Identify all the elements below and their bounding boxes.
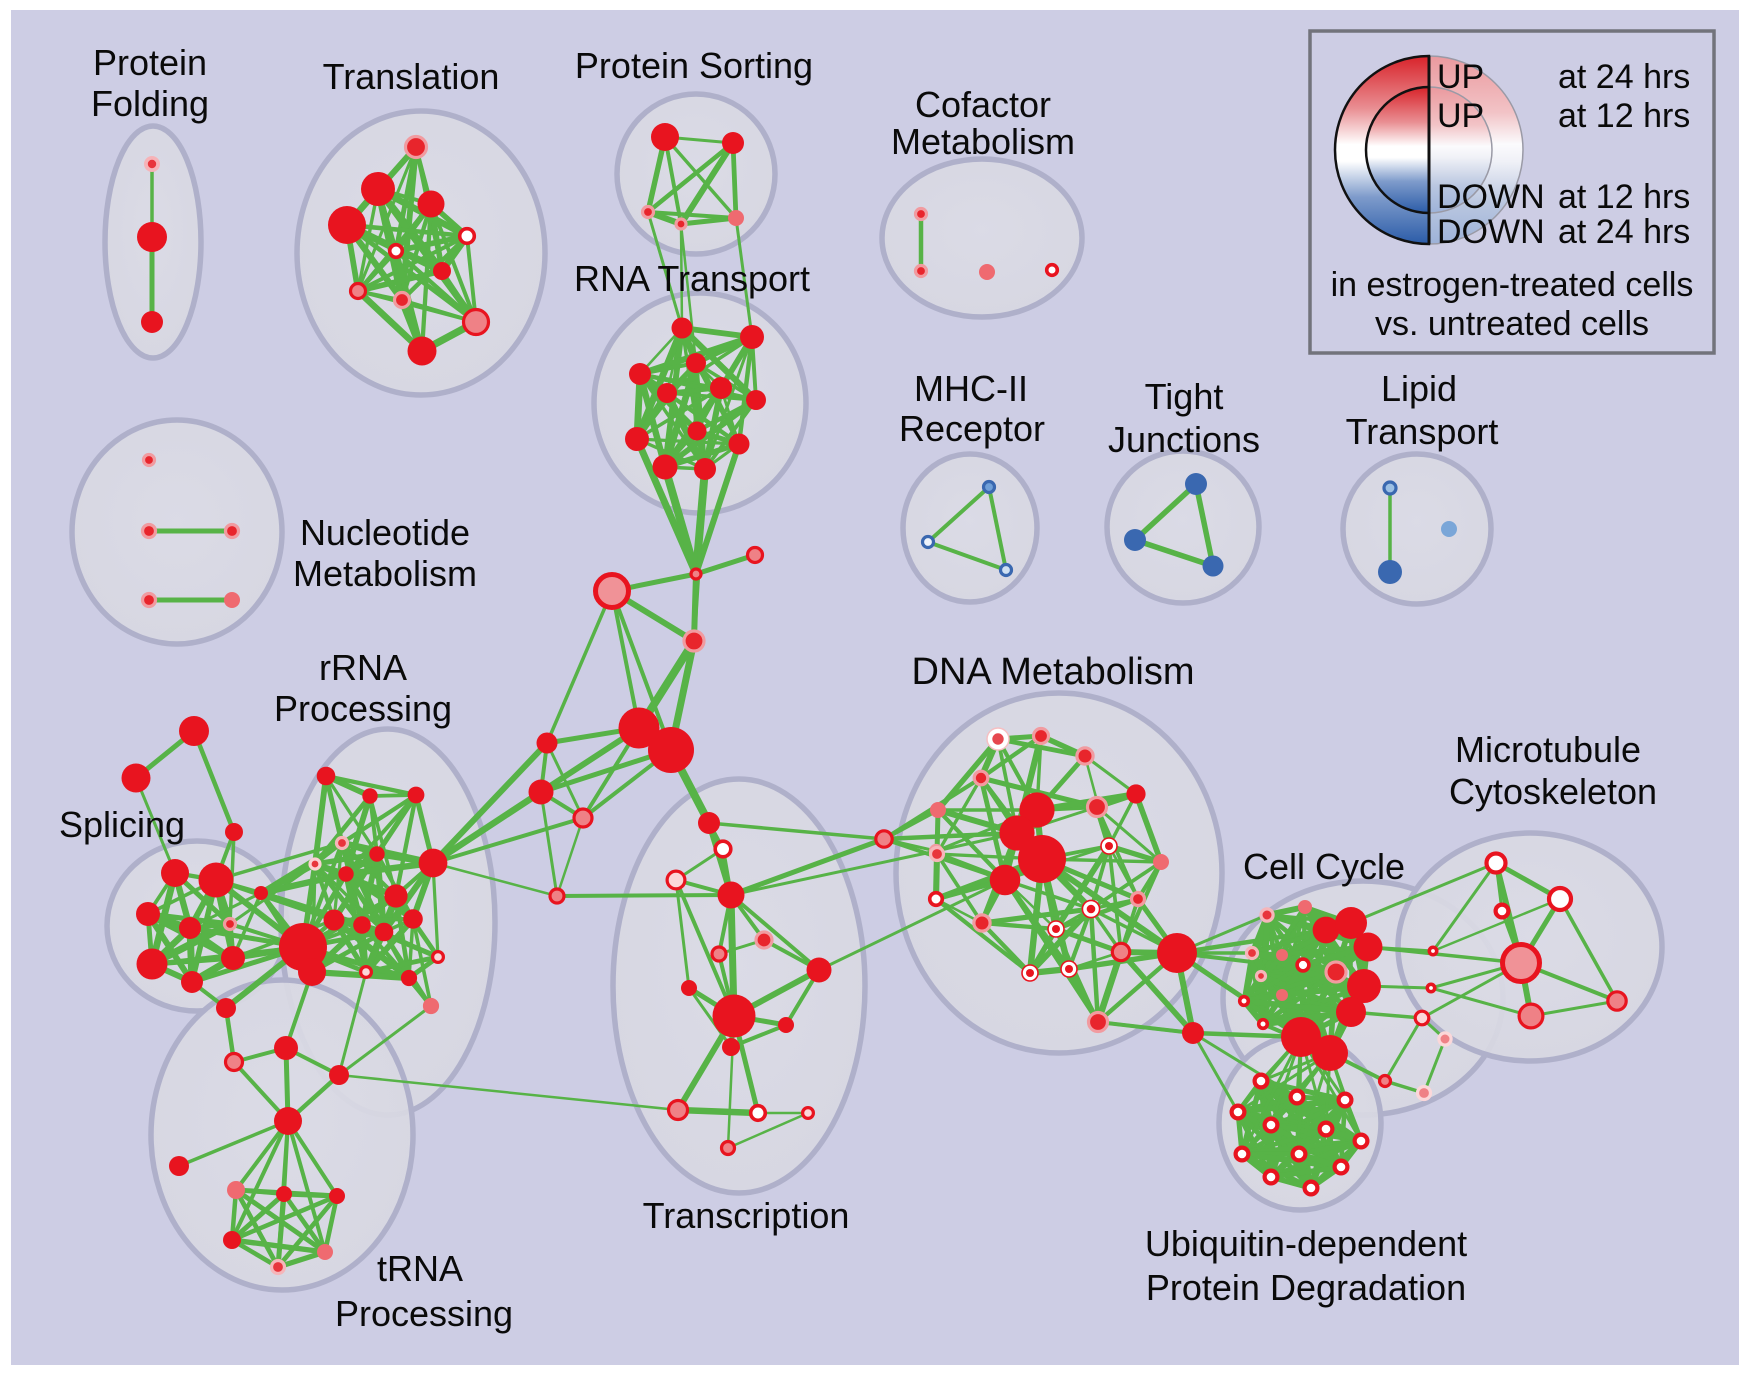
svg-text:Receptor: Receptor — [899, 408, 1045, 449]
svg-text:Metabolism: Metabolism — [891, 121, 1075, 162]
svg-text:Protein: Protein — [93, 42, 207, 83]
svg-text:UP: UP — [1437, 58, 1484, 96]
svg-text:Cell Cycle: Cell Cycle — [1243, 846, 1405, 887]
svg-text:Protein Degradation: Protein Degradation — [1146, 1267, 1466, 1308]
svg-text:in estrogen-treated cells: in estrogen-treated cells — [1331, 266, 1694, 304]
svg-text:Microtubule: Microtubule — [1455, 729, 1641, 770]
svg-text:Transport: Transport — [1346, 411, 1499, 452]
svg-text:at 24 hrs: at 24 hrs — [1558, 58, 1690, 96]
svg-text:DOWN: DOWN — [1437, 213, 1545, 251]
svg-text:DOWN: DOWN — [1437, 178, 1545, 216]
svg-text:Transcription: Transcription — [643, 1195, 850, 1236]
svg-text:DNA Metabolism: DNA Metabolism — [912, 651, 1195, 693]
svg-text:Ubiquitin-dependent: Ubiquitin-dependent — [1145, 1223, 1467, 1264]
svg-text:Processing: Processing — [274, 688, 452, 729]
svg-text:MHC-II: MHC-II — [914, 368, 1028, 409]
svg-text:Cytoskeleton: Cytoskeleton — [1449, 771, 1657, 812]
svg-text:at 12 hrs: at 12 hrs — [1558, 97, 1690, 135]
svg-text:at 24 hrs: at 24 hrs — [1558, 213, 1690, 251]
svg-text:vs. untreated cells: vs. untreated cells — [1375, 305, 1649, 343]
svg-text:Junctions: Junctions — [1108, 419, 1260, 460]
svg-text:Protein Sorting: Protein Sorting — [575, 45, 813, 86]
svg-text:UP: UP — [1437, 97, 1484, 135]
svg-text:Tight: Tight — [1145, 376, 1224, 417]
svg-text:Nucleotide: Nucleotide — [300, 512, 470, 553]
svg-text:Processing: Processing — [335, 1293, 513, 1334]
svg-text:tRNA: tRNA — [377, 1248, 463, 1289]
svg-text:rRNA: rRNA — [319, 647, 407, 688]
svg-text:Cofactor: Cofactor — [915, 84, 1051, 125]
svg-text:Folding: Folding — [91, 83, 209, 124]
svg-text:Translation: Translation — [323, 56, 500, 97]
svg-text:Metabolism: Metabolism — [293, 553, 477, 594]
svg-text:Splicing: Splicing — [59, 804, 185, 845]
svg-text:at 12 hrs: at 12 hrs — [1558, 178, 1690, 216]
svg-text:RNA Transport: RNA Transport — [574, 258, 810, 299]
svg-text:Lipid: Lipid — [1381, 368, 1457, 409]
